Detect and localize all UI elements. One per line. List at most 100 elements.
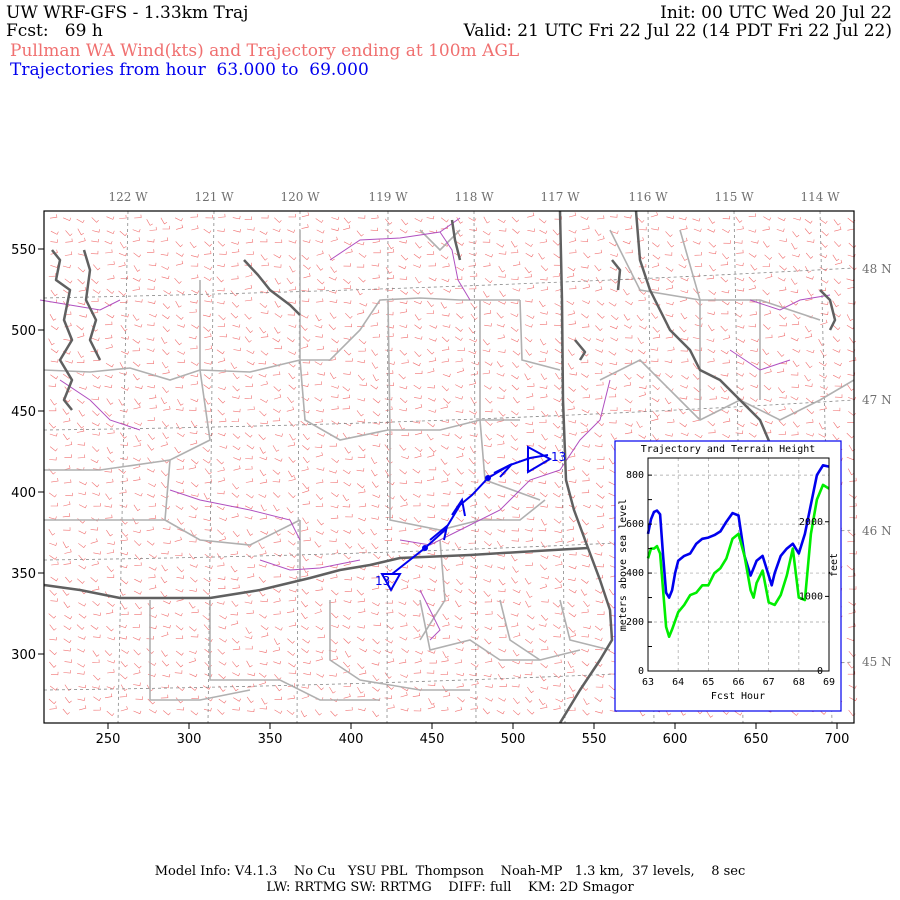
wind-barb bbox=[134, 611, 142, 615]
wind-barb bbox=[694, 396, 702, 400]
wind-barb bbox=[805, 433, 814, 437]
wind-barb bbox=[581, 470, 590, 477]
latitude-labels: 48 N 47 N 46 N 45 N bbox=[862, 262, 892, 669]
wind-barb bbox=[525, 421, 534, 426]
wind-barb bbox=[750, 338, 759, 343]
wind-barb bbox=[244, 297, 253, 302]
wind-barb bbox=[259, 238, 268, 243]
wind-barb bbox=[134, 562, 142, 566]
wind-barb bbox=[776, 228, 785, 232]
wind-barb bbox=[414, 370, 423, 375]
wind-barb bbox=[232, 531, 240, 538]
wind-barb bbox=[442, 613, 450, 621]
wind-barb bbox=[510, 326, 519, 332]
wind-barb bbox=[203, 326, 211, 332]
wind-barb bbox=[244, 313, 252, 320]
wind-barb bbox=[190, 361, 199, 366]
wind-barb bbox=[400, 334, 409, 339]
wind-barb bbox=[288, 240, 297, 244]
wind-barb bbox=[568, 212, 577, 218]
wind-barb bbox=[440, 254, 449, 260]
wind-barb bbox=[707, 420, 716, 427]
wind-barb bbox=[345, 358, 353, 362]
wind-barb bbox=[63, 625, 72, 631]
wind-barb bbox=[526, 314, 535, 319]
wind-barb bbox=[398, 601, 407, 605]
wind-barb bbox=[231, 600, 239, 607]
wind-barb bbox=[316, 278, 325, 285]
wind-barb bbox=[540, 393, 548, 399]
wind-barb bbox=[120, 579, 129, 585]
wind-barb bbox=[343, 263, 351, 267]
wind-barb bbox=[483, 590, 491, 597]
wind-barb bbox=[50, 264, 59, 268]
wind-barb bbox=[259, 649, 267, 653]
wind-barb bbox=[246, 493, 254, 499]
wind-barb bbox=[302, 517, 309, 525]
wind-barb bbox=[303, 537, 311, 542]
wind-barb bbox=[511, 528, 519, 532]
wind-barb bbox=[316, 229, 325, 234]
wind-barb bbox=[427, 241, 435, 248]
wind-barb bbox=[482, 231, 491, 236]
map-subtitle: Pullman WA Wind(kts) and Trajectory endi… bbox=[10, 41, 520, 61]
wind-barb bbox=[161, 361, 169, 369]
wind-barb bbox=[147, 433, 155, 440]
wind-barb bbox=[343, 278, 351, 285]
wind-barb bbox=[148, 614, 157, 618]
wind-barb bbox=[553, 398, 562, 403]
wind-barb bbox=[539, 385, 548, 389]
inset-x-tick-label: 67 bbox=[763, 677, 775, 688]
wind-barb bbox=[300, 601, 308, 608]
wind-barb bbox=[260, 625, 269, 631]
wind-barb bbox=[540, 457, 548, 465]
wind-barb bbox=[567, 661, 574, 668]
wind-barb bbox=[385, 218, 393, 225]
wind-barb bbox=[401, 648, 410, 654]
wind-barb bbox=[527, 228, 535, 232]
wind-barb bbox=[105, 344, 113, 350]
wind-barb bbox=[625, 300, 633, 306]
wind-barb bbox=[849, 357, 857, 362]
wind-barb bbox=[342, 494, 350, 502]
wind-barb bbox=[470, 302, 478, 309]
wind-barb bbox=[202, 446, 211, 453]
wind-barb bbox=[513, 481, 521, 485]
wind-barb bbox=[175, 385, 183, 389]
wind-barb bbox=[259, 456, 268, 461]
wind-barb bbox=[330, 574, 338, 579]
wind-barb bbox=[147, 444, 155, 451]
wind-barb bbox=[175, 260, 184, 266]
wind-barb bbox=[300, 625, 309, 631]
wind-barb bbox=[77, 332, 85, 339]
wind-barb bbox=[77, 442, 86, 446]
wind-barb bbox=[345, 706, 353, 711]
wind-barb bbox=[721, 396, 729, 400]
wind-barb bbox=[468, 458, 476, 465]
wind-barb bbox=[401, 579, 410, 583]
wind-barb bbox=[49, 661, 57, 668]
wind-barb bbox=[233, 697, 242, 702]
inset-y-label: meters above sea level bbox=[618, 499, 629, 631]
wind-barb bbox=[146, 348, 155, 352]
wind-barb bbox=[540, 286, 549, 291]
wind-barb bbox=[457, 696, 465, 703]
wind-barb bbox=[496, 599, 505, 603]
wind-barb bbox=[162, 225, 170, 230]
wind-barb bbox=[217, 432, 226, 437]
wind-barb bbox=[287, 638, 295, 644]
wind-barb bbox=[468, 252, 477, 256]
wind-barb bbox=[358, 503, 367, 508]
wind-barb bbox=[610, 433, 618, 440]
wind-barb bbox=[219, 445, 228, 449]
wind-barb bbox=[176, 566, 185, 573]
wind-barb bbox=[849, 477, 857, 482]
wind-barb bbox=[273, 538, 281, 543]
wind-barb bbox=[762, 263, 770, 267]
wind-barb bbox=[244, 395, 252, 399]
wind-barb bbox=[596, 563, 604, 568]
wind-barb bbox=[134, 578, 143, 583]
wind-barb bbox=[482, 339, 490, 346]
wind-barb bbox=[413, 264, 422, 268]
